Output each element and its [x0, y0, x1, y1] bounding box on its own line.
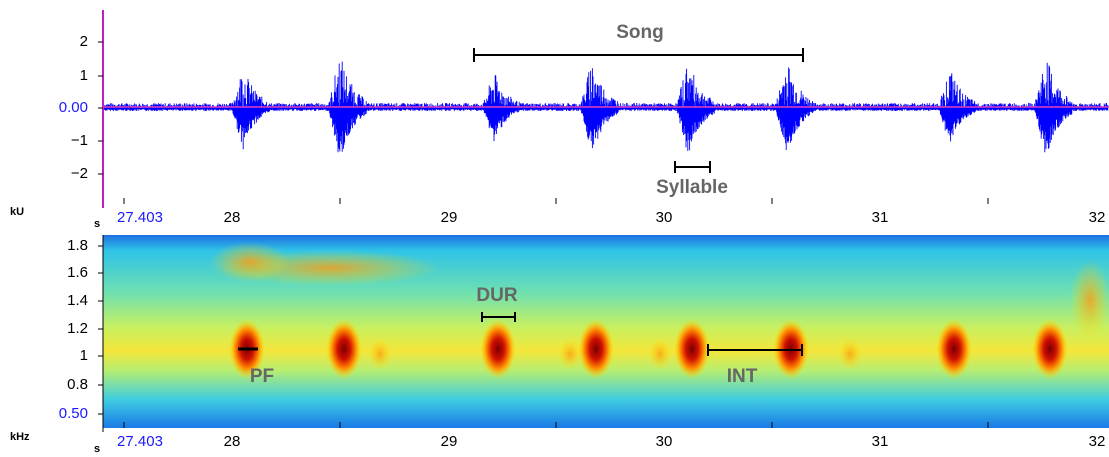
energy	[838, 338, 862, 370]
energy	[326, 319, 362, 379]
x-tick-label: 30	[656, 433, 673, 450]
energy	[1070, 260, 1109, 340]
y-tick-label: 1.6	[67, 264, 88, 281]
dur-label: DUR	[476, 285, 517, 306]
energy	[578, 319, 614, 379]
x-tick-label: 30	[656, 209, 673, 226]
energy	[936, 319, 972, 379]
energy	[210, 242, 290, 282]
energy	[1032, 319, 1068, 379]
x-tick-label: 28	[224, 433, 241, 450]
y-tick-label: −2	[71, 165, 88, 182]
y-tick-label: 1	[80, 67, 88, 84]
y-unit: kU	[10, 206, 24, 218]
y-tick-label: 0.8	[67, 376, 88, 393]
y-tick-label: 1.2	[67, 320, 88, 337]
energy	[648, 338, 672, 370]
y-unit: kHz	[10, 431, 30, 443]
x-unit: s	[94, 218, 100, 230]
y-tick-label: 1.4	[67, 292, 88, 309]
int-label: INT	[727, 366, 758, 387]
y-tick-label: 2	[80, 33, 88, 50]
x-tick-label: 31	[872, 209, 889, 226]
spectrogram-energy	[210, 242, 1109, 379]
x-tick-label: 29	[441, 209, 458, 226]
y-tick-label: −1	[71, 132, 88, 149]
energy	[674, 319, 710, 379]
x-tick-label: 27.403	[117, 209, 163, 226]
x-tick-label: 32	[1089, 433, 1106, 450]
x-tick-label: 29	[441, 433, 458, 450]
y-tick-label: 1	[80, 347, 88, 364]
x-tick-label: 27.403	[117, 433, 163, 450]
syllable-label: Syllable	[656, 177, 728, 198]
energy	[558, 338, 582, 370]
song-label: Song	[616, 22, 664, 43]
annotation-brackets	[238, 48, 804, 356]
energy	[480, 319, 516, 379]
y-tick-label: 0.50	[59, 405, 88, 422]
pf-label: PF	[250, 366, 274, 387]
x-tick-label: 28	[224, 209, 241, 226]
energy	[368, 338, 392, 370]
y-tick-label: 1.8	[67, 237, 88, 254]
x-tick-label: 32	[1089, 209, 1106, 226]
x-tick-label: 31	[872, 433, 889, 450]
x-unit: s	[94, 443, 100, 455]
y-tick-label: 0.00	[59, 99, 88, 116]
